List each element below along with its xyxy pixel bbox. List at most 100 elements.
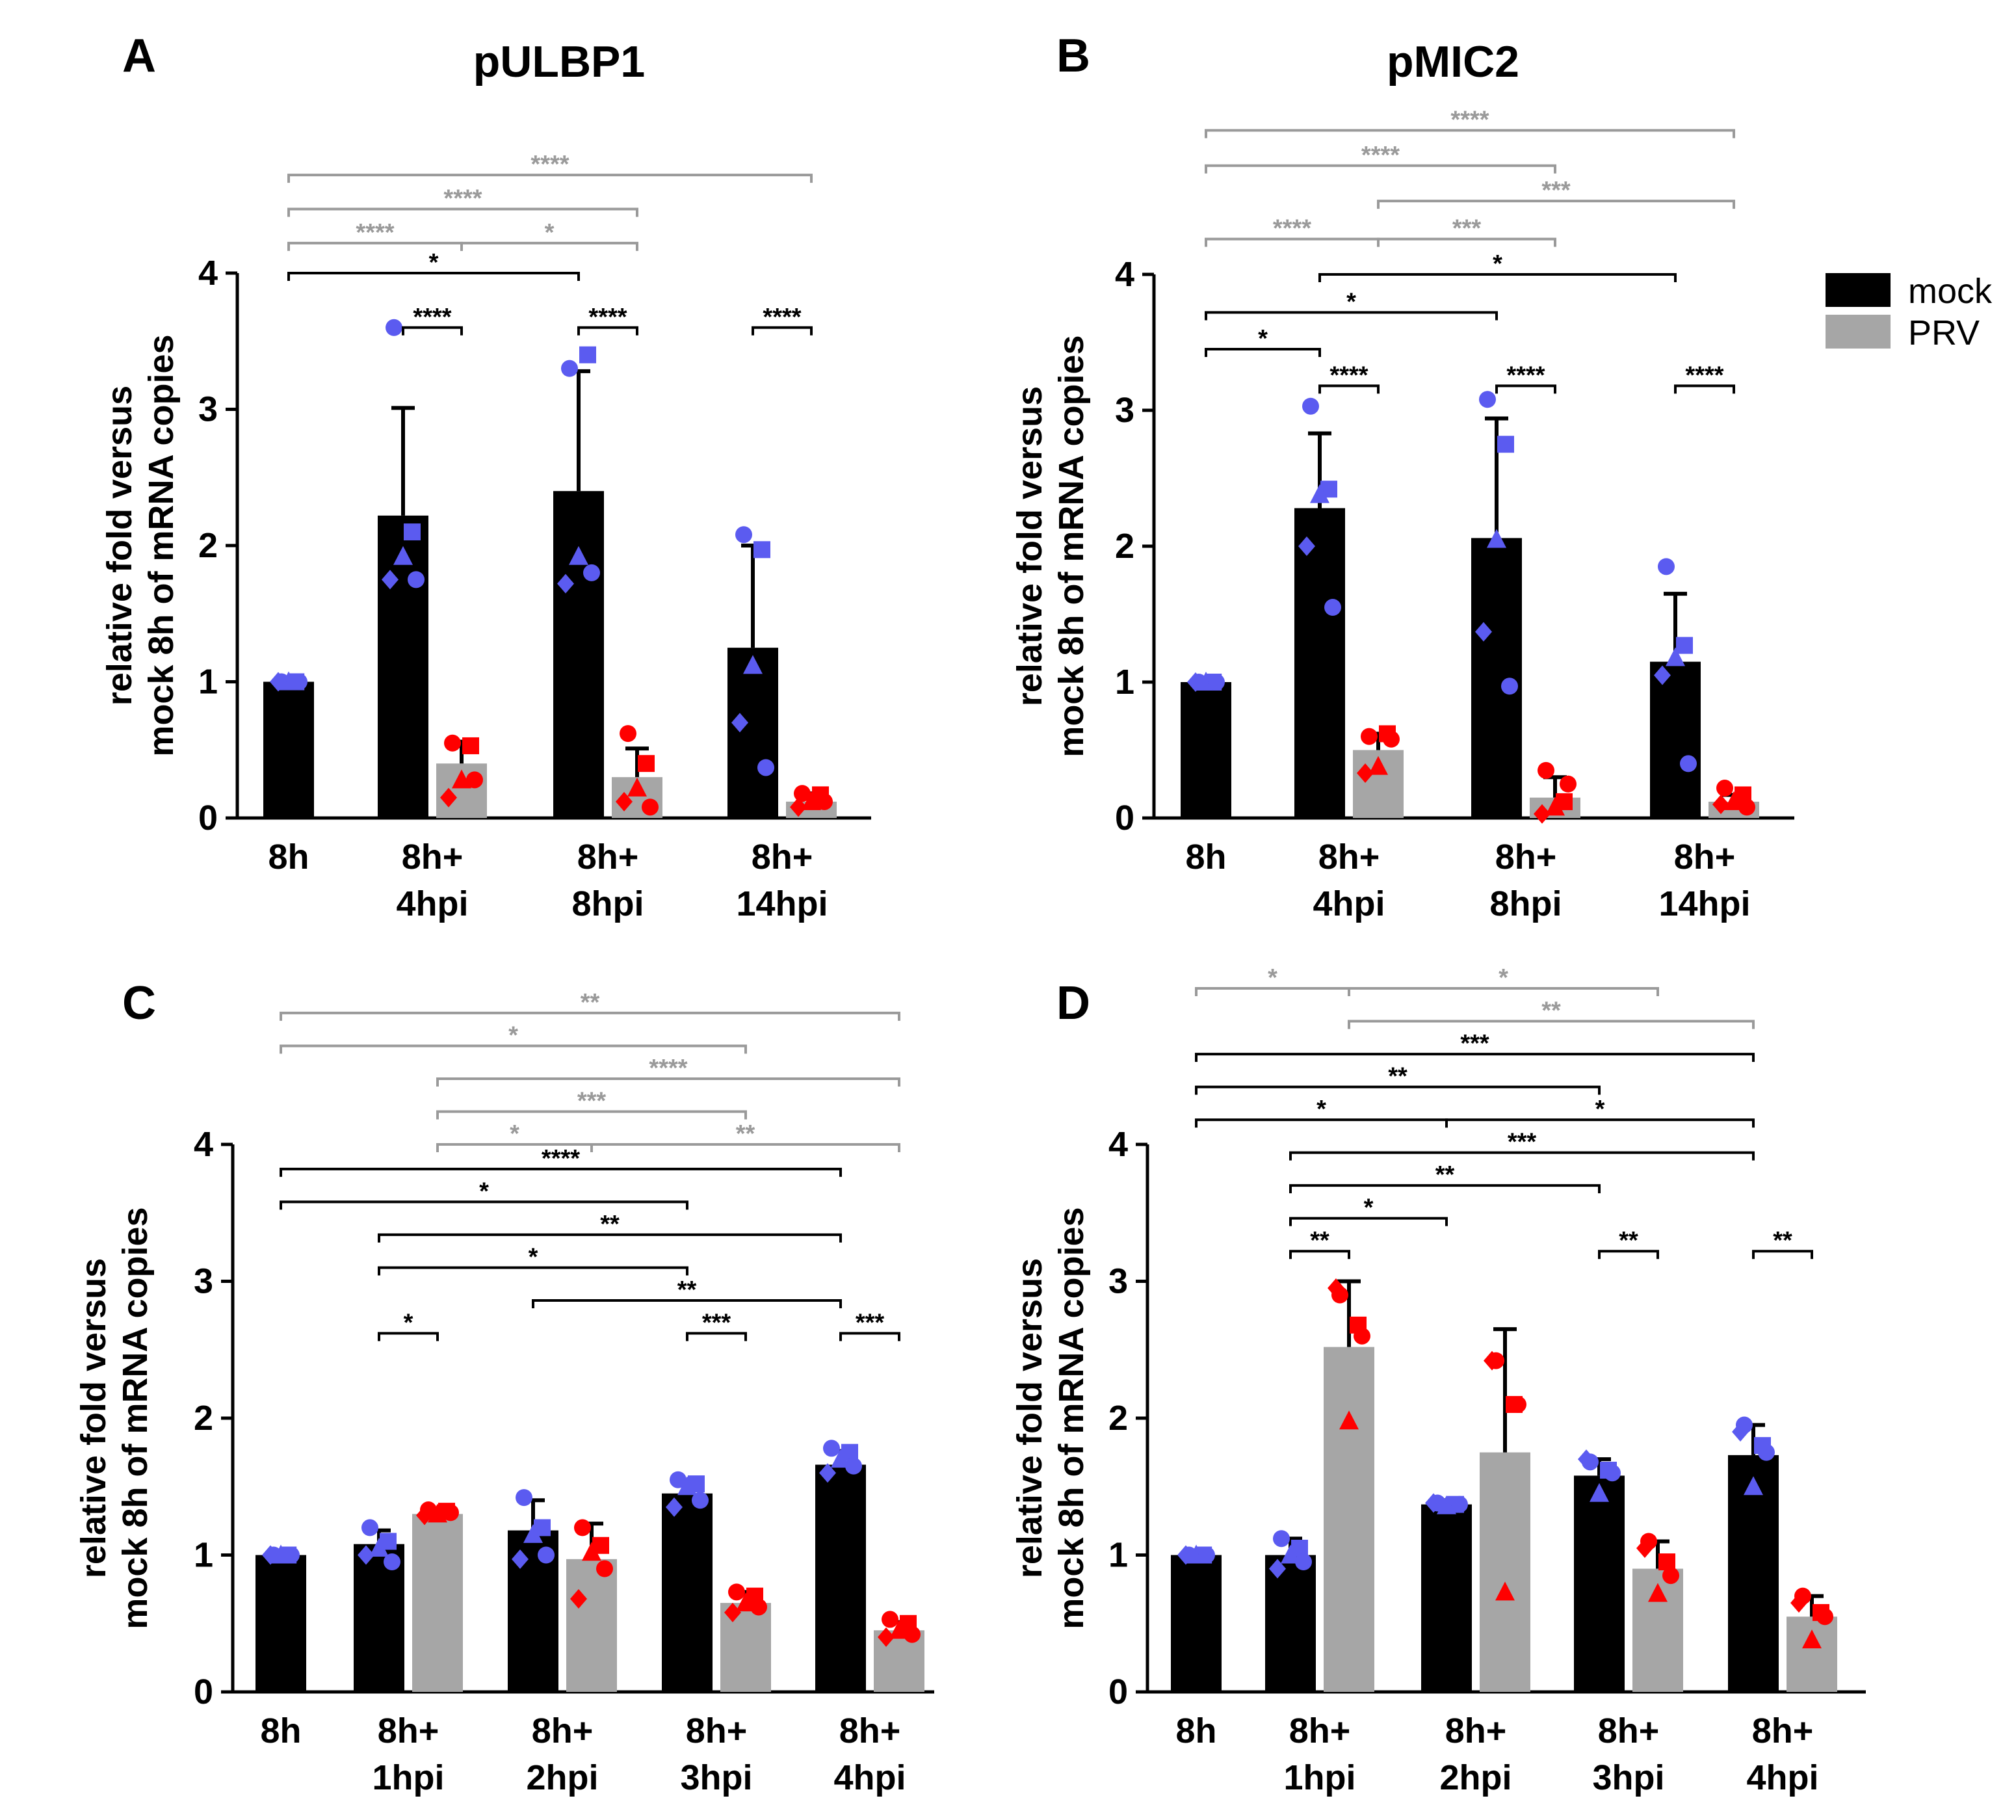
significance-bracket bbox=[280, 1011, 900, 1021]
significance-bracket bbox=[1445, 1118, 1755, 1128]
data-point bbox=[569, 546, 588, 565]
x-tick-label: 14hpi bbox=[736, 884, 828, 923]
data-point bbox=[816, 793, 833, 810]
data-point bbox=[1790, 1593, 1807, 1613]
significance-label: ** bbox=[1773, 1227, 1792, 1254]
y-axis-label-line2: mock 8h of mRNA copies bbox=[142, 334, 181, 756]
y-tick-label: 0 bbox=[1108, 1672, 1128, 1711]
significance-bracket bbox=[1318, 384, 1380, 394]
significance-label: *** bbox=[702, 1309, 731, 1336]
significance-label: *** bbox=[1508, 1129, 1537, 1156]
data-point bbox=[1281, 1544, 1300, 1564]
significance-label: * bbox=[510, 1120, 519, 1148]
y-tick-label: 0 bbox=[194, 1672, 213, 1711]
data-point bbox=[596, 1560, 613, 1577]
significance-bracket bbox=[1289, 1250, 1350, 1259]
significance-label: * bbox=[429, 249, 439, 276]
y-tick-label: 1 bbox=[198, 663, 218, 702]
panel-letter: D bbox=[1056, 977, 1090, 1029]
x-tick-label: 2hpi bbox=[1439, 1758, 1512, 1797]
significance-label: *** bbox=[856, 1309, 885, 1336]
panel-letter: B bbox=[1056, 30, 1090, 82]
y-axis-label-line1: relative fold versus bbox=[1010, 1258, 1049, 1578]
data-point bbox=[579, 346, 596, 363]
data-point bbox=[1590, 1483, 1609, 1502]
bar-mock-0 bbox=[1181, 682, 1231, 818]
data-point bbox=[616, 791, 633, 811]
data-point bbox=[802, 791, 821, 810]
data-point bbox=[408, 571, 425, 588]
data-point bbox=[794, 785, 811, 802]
data-point bbox=[466, 771, 483, 789]
significance-label: * bbox=[479, 1178, 489, 1205]
significance-label: ** bbox=[1388, 1063, 1407, 1090]
x-tick-label: 8h+ bbox=[1445, 1711, 1507, 1750]
significance-label: ** bbox=[1619, 1227, 1638, 1254]
x-tick-label: 8h bbox=[1175, 1711, 1216, 1750]
data-point bbox=[570, 1589, 587, 1609]
data-point bbox=[1738, 798, 1755, 816]
data-point bbox=[757, 759, 774, 776]
data-point bbox=[283, 1546, 300, 1564]
data-point bbox=[750, 1598, 767, 1616]
x-tick-label: 4hpi bbox=[1313, 884, 1385, 923]
data-point bbox=[819, 1463, 836, 1483]
data-point bbox=[1510, 1395, 1526, 1413]
y-axis-label: relative fold versusmock 8h of mRNA copi… bbox=[74, 1207, 155, 1629]
data-point bbox=[1177, 1545, 1194, 1565]
significance-label: **** bbox=[1329, 362, 1368, 389]
bar-mock-0 bbox=[263, 681, 314, 818]
x-tick-label: 8hpi bbox=[1489, 884, 1562, 923]
bar-mock-0 bbox=[255, 1555, 306, 1692]
significance-bracket bbox=[402, 326, 463, 336]
data-point bbox=[516, 1489, 532, 1507]
data-point bbox=[1368, 756, 1388, 775]
significance-bracket bbox=[1289, 1184, 1601, 1194]
data-point bbox=[428, 1503, 447, 1523]
significance-label: * bbox=[1364, 1194, 1374, 1222]
data-point bbox=[1425, 1493, 1442, 1513]
data-point bbox=[1658, 558, 1675, 575]
data-point bbox=[1744, 1476, 1763, 1496]
data-point bbox=[743, 655, 763, 674]
x-tick-label: 8h+ bbox=[839, 1711, 901, 1750]
significance-bracket bbox=[287, 174, 813, 183]
data-point bbox=[1295, 1553, 1312, 1571]
data-point bbox=[1758, 1444, 1775, 1461]
significance-label: ** bbox=[1310, 1227, 1329, 1254]
significance-label: ** bbox=[1541, 997, 1561, 1025]
significance-label: **** bbox=[588, 304, 627, 331]
y-axis-label: relative fold versusmock 8h of mRNA copi… bbox=[1010, 1207, 1091, 1629]
y-tick-label: 3 bbox=[1115, 391, 1134, 430]
y-axis-label: relative fold versusmock 8h of mRNA copi… bbox=[100, 334, 181, 756]
x-tick-label: 8h bbox=[268, 837, 309, 877]
significance-label: * bbox=[545, 219, 555, 246]
significance-bracket bbox=[378, 1332, 439, 1341]
y-tick-label: 0 bbox=[1115, 798, 1134, 837]
data-point bbox=[1484, 1351, 1500, 1371]
significance-label: * bbox=[1499, 964, 1508, 992]
y-tick-label: 2 bbox=[1115, 527, 1134, 566]
significance-bracket bbox=[1195, 1085, 1601, 1095]
data-point bbox=[677, 1476, 697, 1496]
significance-bracket bbox=[287, 207, 638, 217]
data-point bbox=[1654, 665, 1671, 685]
data-point bbox=[1187, 672, 1204, 692]
x-tick-label: 8h+ bbox=[1289, 1711, 1351, 1750]
significance-label: *** bbox=[1460, 1030, 1489, 1057]
significance-label: * bbox=[529, 1243, 538, 1271]
significance-label: **** bbox=[1506, 362, 1545, 389]
significance-bracket bbox=[686, 1332, 747, 1341]
bar-mock-2 bbox=[1421, 1504, 1472, 1692]
data-point bbox=[642, 798, 659, 816]
data-point bbox=[291, 673, 308, 691]
data-point bbox=[462, 737, 479, 754]
significance-bracket bbox=[436, 1110, 747, 1120]
significance-bracket bbox=[1752, 1250, 1813, 1259]
data-point bbox=[1666, 647, 1685, 666]
data-point bbox=[404, 523, 421, 541]
data-point bbox=[442, 1504, 459, 1522]
data-point bbox=[574, 1519, 591, 1536]
y-axis-label: relative fold versusmock 8h of mRNA copi… bbox=[1010, 335, 1091, 757]
